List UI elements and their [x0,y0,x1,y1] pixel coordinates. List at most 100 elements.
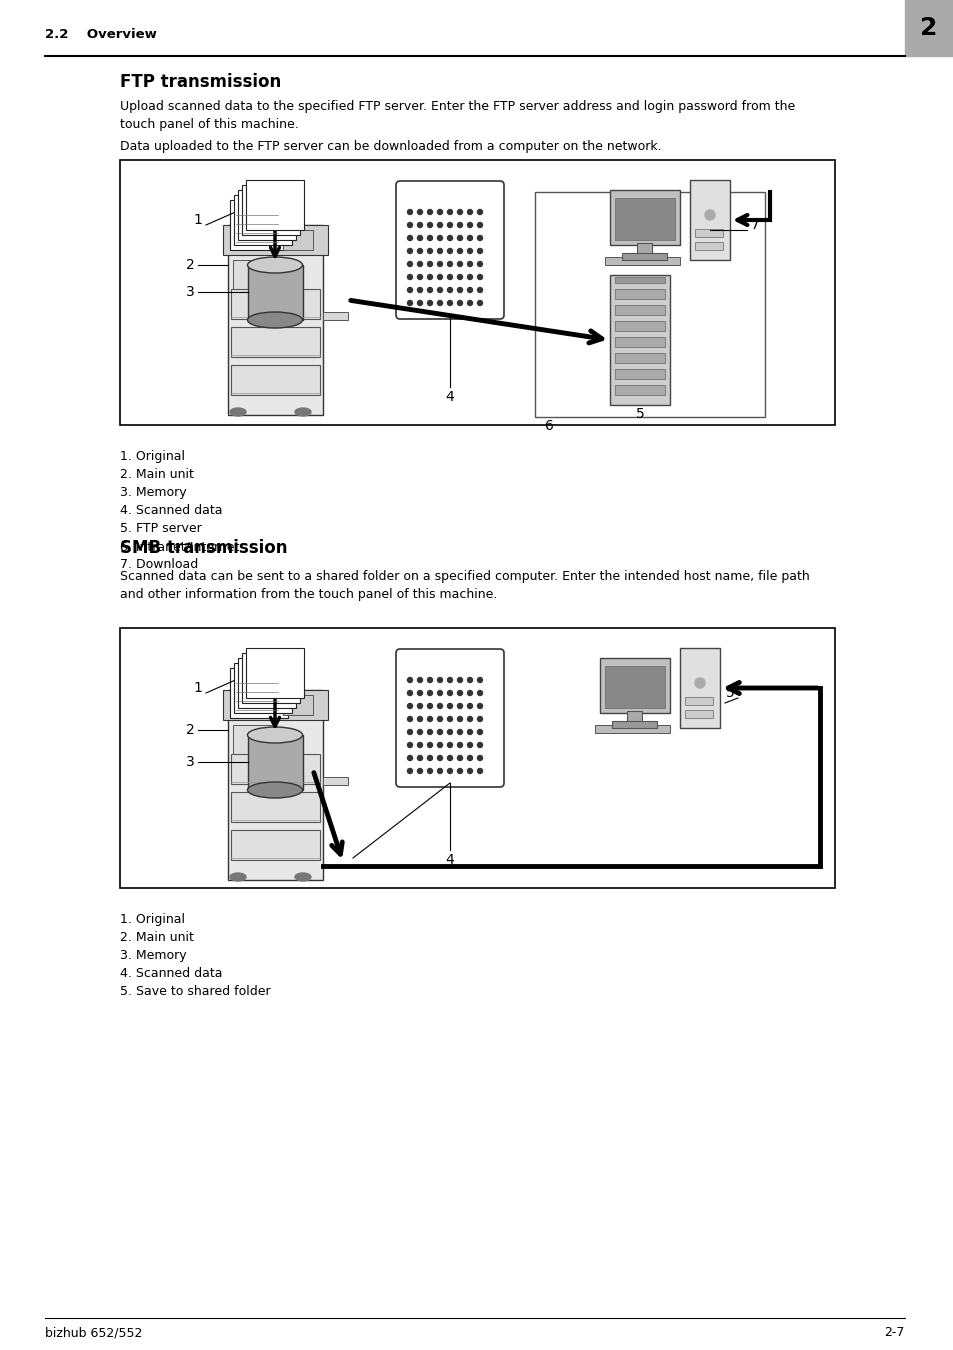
Bar [248,265,303,320]
Text: SMB transmission: SMB transmission [120,539,287,558]
Bar [231,289,319,319]
Text: 3: 3 [186,755,194,770]
Bar [228,225,323,414]
Circle shape [407,743,412,748]
Circle shape [457,262,462,266]
Bar [684,697,712,705]
Circle shape [467,288,472,293]
Circle shape [407,756,412,760]
Bar [246,180,304,230]
Bar [233,725,273,760]
Circle shape [457,288,462,293]
Text: 7. Download: 7. Download [120,558,198,571]
Text: bizhub 652/552: bizhub 652/552 [45,1327,142,1339]
FancyBboxPatch shape [395,649,503,787]
Circle shape [427,678,432,683]
Circle shape [457,743,462,748]
Text: 5: 5 [635,406,643,421]
Circle shape [467,262,472,266]
Text: 2: 2 [186,724,194,737]
Circle shape [407,209,412,215]
Ellipse shape [294,873,311,882]
Circle shape [457,756,462,760]
Text: 7: 7 [750,217,759,232]
Bar [231,792,319,822]
Bar [242,653,299,703]
Circle shape [457,223,462,228]
Bar [595,725,669,733]
Bar [604,256,679,265]
Circle shape [407,248,412,254]
Bar [223,690,328,720]
Circle shape [477,717,482,721]
Bar [120,628,834,888]
Circle shape [457,209,462,215]
Circle shape [477,743,482,748]
Bar [612,721,657,728]
Circle shape [417,274,422,279]
Bar [615,385,664,396]
Bar [323,778,348,784]
Circle shape [437,248,442,254]
Circle shape [447,729,452,734]
Circle shape [437,703,442,709]
Bar [615,352,664,363]
Circle shape [477,768,482,774]
Bar [248,734,303,790]
Bar [689,180,729,261]
Bar [231,830,319,860]
Circle shape [477,729,482,734]
Circle shape [427,768,432,774]
Circle shape [467,717,472,721]
Circle shape [477,690,482,695]
Ellipse shape [247,782,302,798]
Circle shape [477,274,482,279]
Text: 4: 4 [445,390,454,404]
Circle shape [437,768,442,774]
Circle shape [437,729,442,734]
Circle shape [477,235,482,240]
Bar [626,711,641,724]
Circle shape [447,756,452,760]
Circle shape [695,678,704,688]
Text: FTP transmission: FTP transmission [120,73,281,90]
Circle shape [427,717,432,721]
Bar [904,0,953,55]
Text: 3. Memory: 3. Memory [120,949,187,963]
Text: 1: 1 [193,680,202,695]
Bar [695,242,722,250]
Bar [637,243,651,255]
Circle shape [407,235,412,240]
Circle shape [447,248,452,254]
Circle shape [407,301,412,305]
Text: 2: 2 [186,258,194,271]
Circle shape [437,235,442,240]
Circle shape [437,690,442,695]
Text: 2-7: 2-7 [883,1327,904,1339]
Circle shape [447,223,452,228]
Circle shape [447,262,452,266]
Text: 6. Intranet/Internet: 6. Intranet/Internet [120,540,239,553]
Bar [242,185,299,235]
Circle shape [407,690,412,695]
Circle shape [447,288,452,293]
Circle shape [437,756,442,760]
Circle shape [417,717,422,721]
Ellipse shape [230,408,246,416]
Circle shape [437,223,442,228]
Bar [230,200,288,250]
Circle shape [417,301,422,305]
Circle shape [477,288,482,293]
Bar [120,161,834,425]
Circle shape [467,678,472,683]
Circle shape [467,235,472,240]
Circle shape [477,301,482,305]
Circle shape [457,768,462,774]
Bar [283,695,313,716]
Bar [609,190,679,244]
Circle shape [457,729,462,734]
Circle shape [447,703,452,709]
Circle shape [457,690,462,695]
Circle shape [417,743,422,748]
Circle shape [467,743,472,748]
